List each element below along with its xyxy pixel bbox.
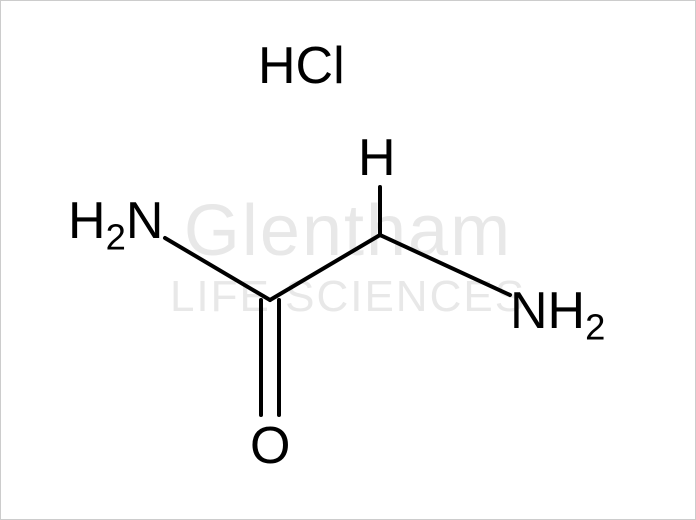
canvas-border [0,0,696,520]
chemical-structure-canvas: Glentham LIFE SCIENCES HCl H H2N NH2 O [0,0,696,520]
